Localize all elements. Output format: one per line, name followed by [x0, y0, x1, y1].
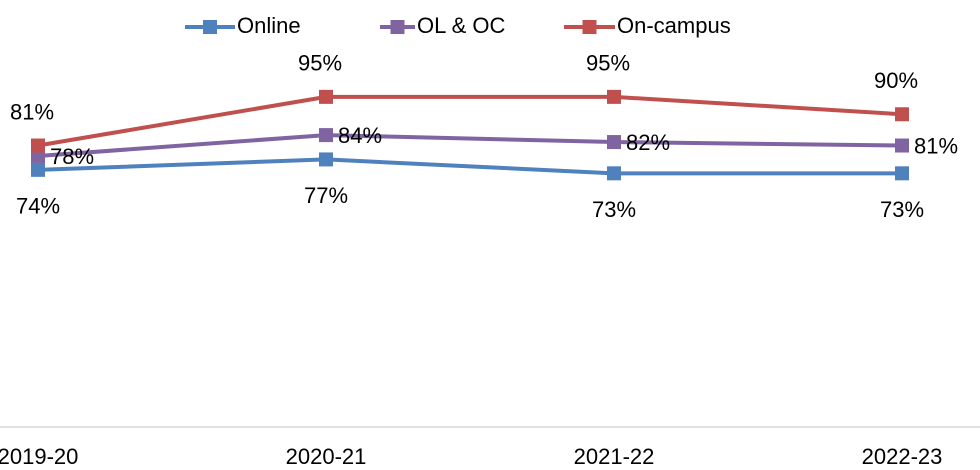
series-line	[37, 94, 903, 148]
legend-label: Online	[237, 13, 301, 38]
point	[319, 152, 333, 167]
data-label: 81%	[914, 133, 958, 158]
x-tick-label: 2021-22	[574, 444, 655, 469]
x-tick-label: 2022-23	[862, 444, 943, 469]
data-label: 81%	[10, 99, 54, 124]
data-label: 90%	[874, 68, 918, 93]
data-label: 84%	[338, 123, 382, 148]
point	[607, 166, 621, 181]
x-tick-label: 2020-21	[286, 444, 367, 469]
point	[895, 138, 909, 153]
legend-marker	[203, 20, 217, 34]
point	[607, 135, 621, 150]
data-label: 78%	[50, 144, 94, 169]
x-tick-label: 2019-20	[0, 444, 78, 469]
data-label: 73%	[880, 197, 924, 222]
data-label: 95%	[298, 51, 342, 76]
data-label: 77%	[304, 183, 348, 208]
point	[319, 89, 333, 104]
legend-label: On-campus	[617, 13, 731, 38]
legend-marker	[390, 20, 405, 34]
legend-label: OL & OC	[417, 13, 506, 38]
legend-marker	[582, 20, 597, 34]
data-label: 95%	[586, 51, 630, 76]
data-label: 74%	[16, 194, 60, 219]
point	[31, 162, 45, 177]
series-line	[37, 157, 902, 176]
point	[895, 166, 909, 181]
point	[607, 89, 621, 104]
point	[319, 128, 333, 143]
point	[31, 138, 45, 153]
series-line	[37, 133, 903, 158]
data-label: 82%	[626, 130, 670, 155]
point	[895, 107, 909, 122]
data-label: 73%	[592, 197, 636, 222]
